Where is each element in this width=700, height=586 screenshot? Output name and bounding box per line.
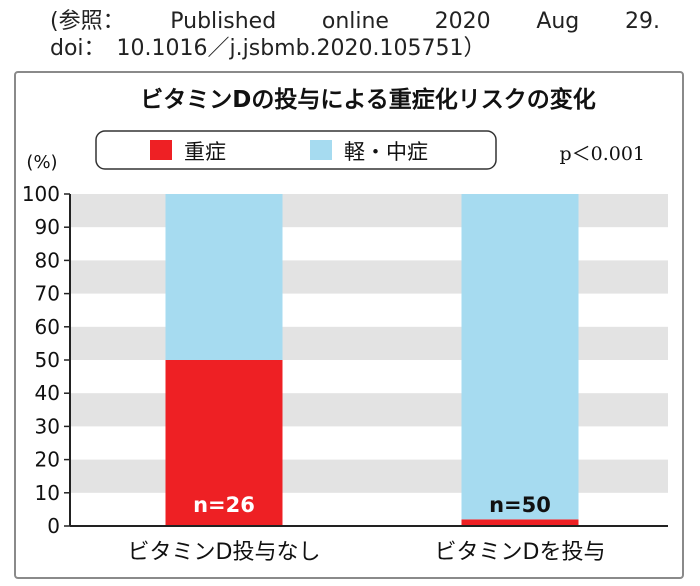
legend-box <box>95 130 497 170</box>
reference-citation: (参照： Published online 2020 Aug 29. doi： … <box>50 8 660 62</box>
y-tick-label: 20 <box>35 448 60 472</box>
reference-token: (参照： <box>50 9 125 34</box>
bar-segment <box>461 519 579 526</box>
y-tick-label: 60 <box>35 315 60 339</box>
y-tick-label: 100 <box>22 182 60 206</box>
legend-label: 軽・中症 <box>344 140 428 164</box>
reference-line-1: (参照： Published online 2020 Aug 29. <box>50 8 660 35</box>
reference-line-2: doi： 10.1016／j.jsbmb.2020.105751） <box>50 36 486 61</box>
reference-token: online <box>321 9 389 34</box>
reference-token: 29. <box>624 9 660 34</box>
y-axis-unit-label: (%) <box>26 152 57 173</box>
reference-token: 2020 <box>434 9 491 34</box>
y-tick-label: 50 <box>35 348 60 372</box>
y-tick-label: 10 <box>35 481 60 505</box>
bar-count-label: n=26 <box>193 493 255 517</box>
bar-segment <box>165 360 283 526</box>
y-tick-label: 90 <box>35 215 60 239</box>
y-tick-label: 70 <box>35 282 60 306</box>
bar-segment <box>165 194 283 360</box>
legend-swatch <box>310 140 332 160</box>
p-value-annotation: p＜0.001 <box>559 143 645 165</box>
reference-token: Published <box>170 9 277 34</box>
bar-count-label: n=50 <box>489 493 551 517</box>
reference-token: Aug <box>536 9 580 34</box>
x-tick-label: ビタミンDを投与 <box>435 540 606 565</box>
x-tick-label: ビタミンD投与なし <box>128 540 321 565</box>
chart-title: ビタミンDの投与による重症化リスクの変化 <box>140 86 595 113</box>
legend-label: 重症 <box>184 140 226 164</box>
y-tick-label: 80 <box>35 248 60 272</box>
bar-segment <box>461 194 579 520</box>
y-tick-label: 0 <box>47 514 60 538</box>
legend-swatch <box>150 140 172 160</box>
y-tick-label: 30 <box>35 414 60 438</box>
y-tick-label: 40 <box>35 381 60 405</box>
